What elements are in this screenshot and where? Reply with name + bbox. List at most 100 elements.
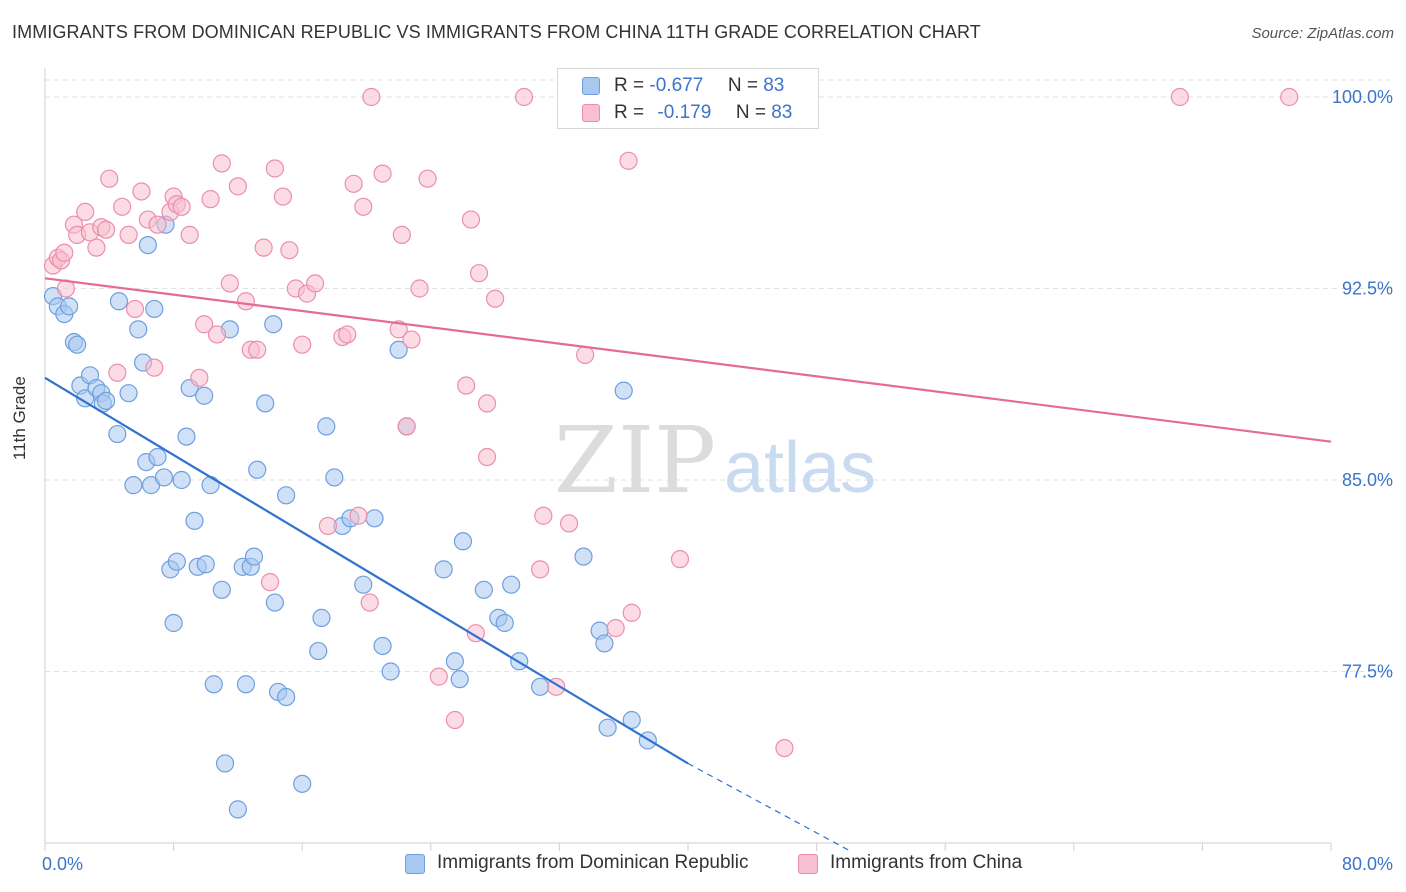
data-point (100, 169, 119, 188)
data-point (55, 243, 74, 262)
y-tick-label: 85.0% (1342, 470, 1393, 490)
bottom-legend-label: Immigrants from China (830, 852, 1023, 873)
data-point (265, 593, 284, 612)
data-point (389, 320, 408, 339)
data-point (461, 210, 481, 229)
data-point (410, 279, 429, 298)
data-point (429, 667, 448, 686)
data-point (576, 345, 595, 364)
data-point (559, 514, 579, 533)
data-point (775, 738, 794, 758)
data-point (277, 486, 296, 505)
data-point (354, 575, 373, 594)
data-point (1280, 87, 1299, 107)
data-point (195, 315, 214, 334)
data-point (220, 274, 239, 293)
data-point (215, 754, 235, 773)
data-point (113, 197, 132, 216)
data-point (87, 238, 106, 257)
data-point (309, 641, 328, 661)
data-point (373, 164, 392, 183)
data-point (108, 363, 127, 382)
trend-lines (44, 277, 1332, 851)
data-point (248, 460, 267, 479)
data-point (190, 368, 209, 387)
data-point (280, 241, 299, 260)
data-point (195, 386, 214, 405)
correlation-legend: R = -0.677 N = 83 R = -0.179 N = 83 (557, 68, 819, 129)
legend-swatch-blue (582, 77, 600, 95)
legend-r-label: R = (614, 102, 645, 123)
data-point (254, 238, 273, 257)
data-point (132, 182, 151, 201)
data-point (172, 197, 191, 216)
y-tick-label: 100.0% (1332, 87, 1393, 107)
data-point (96, 391, 116, 410)
data-point (256, 394, 275, 413)
watermark-zip: ZIP (554, 407, 716, 514)
legend-r-label: R = (614, 75, 645, 96)
grid-lines (45, 79, 1391, 672)
data-point (260, 573, 280, 592)
data-point (453, 532, 473, 551)
data-point (514, 87, 534, 107)
trend-line-china (44, 277, 1332, 443)
data-point (264, 315, 283, 334)
trend-line-dominican-extension (687, 762, 850, 851)
data-point (445, 652, 465, 671)
data-point (109, 292, 129, 311)
data-point (180, 225, 199, 244)
data-point (244, 547, 264, 566)
data-point (129, 320, 148, 339)
legend-swatch-pink (582, 104, 600, 122)
data-point (466, 624, 485, 643)
data-point (1170, 87, 1189, 107)
data-point (360, 593, 379, 612)
data-point (204, 675, 223, 694)
data-point (60, 297, 79, 316)
data-point (148, 447, 167, 467)
data-point (362, 87, 381, 107)
data-point (445, 710, 465, 730)
data-point (502, 575, 521, 594)
data-point (670, 550, 690, 569)
x-tick-label-max: 80.0% (1342, 854, 1393, 874)
axes (44, 68, 1332, 851)
data-point (265, 159, 284, 178)
data-point (477, 394, 497, 413)
data-point (177, 427, 196, 446)
data-point (598, 718, 617, 737)
tick-labels: 77.5% 85.0% 92.5% 100.0% 0.0% 80.0% (42, 87, 1393, 874)
data-point (349, 506, 368, 525)
data-point (125, 299, 145, 319)
data-point (325, 468, 344, 487)
y-tick-label: 77.5% (1342, 662, 1393, 682)
data-point (373, 636, 392, 656)
data-point (145, 299, 164, 319)
data-point (389, 340, 408, 359)
series-dominican-republic (43, 215, 657, 819)
data-point (201, 476, 220, 495)
data-point (228, 177, 247, 196)
data-point (574, 547, 593, 566)
data-point (397, 417, 416, 436)
y-tick-label: 92.5% (1342, 279, 1393, 299)
data-point (305, 274, 325, 293)
data-point (619, 151, 638, 170)
bottom-legend-swatch-blue (405, 854, 425, 874)
legend-n-label: N = (735, 102, 766, 123)
x-tick-label-min: 0.0% (42, 854, 83, 874)
watermark-atlas: atlas (724, 428, 876, 508)
data-point (531, 677, 550, 696)
bottom-legend-label: Immigrants from Dominican Republic (437, 852, 749, 873)
data-point (185, 511, 204, 530)
data-point (418, 169, 437, 188)
data-point (154, 468, 174, 487)
trend-line-dominican (44, 376, 689, 765)
data-point (273, 187, 293, 206)
data-point (76, 202, 95, 221)
data-point (145, 358, 164, 377)
data-point (318, 516, 338, 536)
legend-n-label: N = (727, 75, 758, 96)
